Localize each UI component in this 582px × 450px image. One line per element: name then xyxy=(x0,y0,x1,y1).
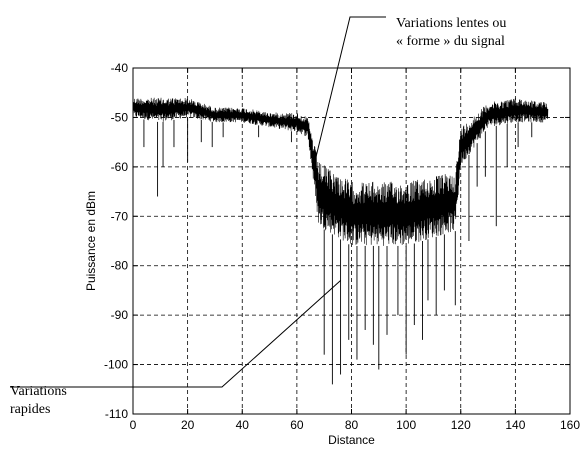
callout-line-fast-variations xyxy=(10,280,341,388)
x-tick-label: 40 xyxy=(236,418,250,432)
x-axis-label: Distance xyxy=(328,433,375,447)
x-tick-labels: 0 20 40 60 80 100 120 140 160 xyxy=(130,418,581,432)
y-tick-label: -90 xyxy=(111,308,129,322)
x-tick-label: 120 xyxy=(451,418,471,432)
y-tick-label: -70 xyxy=(111,209,129,223)
annotation-fast-line-2: rapides xyxy=(10,402,50,417)
signal-trace xyxy=(132,97,549,246)
x-tick-label: 100 xyxy=(396,418,416,432)
annotation-slow-line-2: « forme » du signal xyxy=(396,34,505,49)
x-tick-label: 140 xyxy=(505,418,525,432)
x-tick-label: 60 xyxy=(290,418,304,432)
grid xyxy=(133,68,570,414)
annotations: Variations lentes ou « forme » du signal… xyxy=(10,16,506,417)
plot-frame xyxy=(132,67,571,415)
annotation-slow-line-1: Variations lentes ou xyxy=(396,16,506,31)
callout-line-slow-variations xyxy=(315,16,386,158)
y-tick-label: -110 xyxy=(105,407,128,421)
x-tick-label: 160 xyxy=(560,418,580,432)
y-tick-label: -100 xyxy=(104,358,128,372)
x-tick-label: 80 xyxy=(345,418,359,432)
x-tick-label: 0 xyxy=(130,418,137,432)
y-axis-label: Puissance en dBm xyxy=(84,191,98,291)
y-tick-label: -50 xyxy=(111,110,129,124)
y-tick-label: -40 xyxy=(111,61,129,75)
y-tick-label: -60 xyxy=(111,160,129,174)
x-tick-label: 20 xyxy=(181,418,195,432)
annotation-fast-line-1: Variations xyxy=(10,384,67,399)
y-tick-labels: -40 -50 -60 -70 -80 -90 -100 -110 xyxy=(104,61,128,421)
signal-series xyxy=(132,97,549,385)
y-tick-label: -80 xyxy=(111,259,129,273)
